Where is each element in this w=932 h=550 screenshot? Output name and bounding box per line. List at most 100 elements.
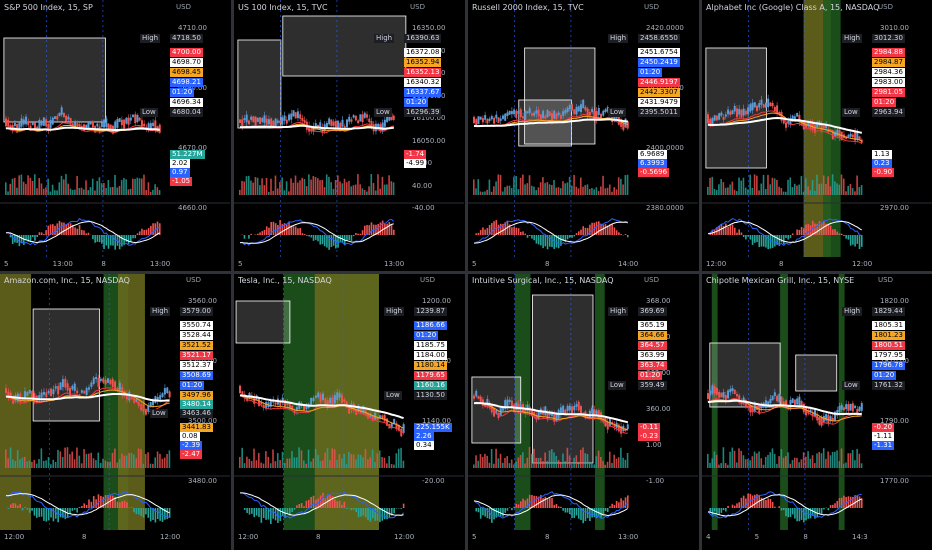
volume-bar (374, 462, 376, 468)
symbol-title[interactable]: Tesla, Inc., 15, NASDAQ (238, 276, 332, 285)
panel-divider-horizontal[interactable] (0, 271, 932, 274)
candle-body (573, 405, 576, 411)
price-axis-tick: 3480.00 (188, 477, 217, 485)
chart-panel[interactable]: Intuitive Surgical, Inc., 15, NASDAQ USD 3… (468, 273, 698, 544)
chart-panel[interactable]: Tesla, Inc., 15, NASDAQUSD1200.001160.00… (234, 273, 464, 544)
macd-histogram-bar (477, 232, 480, 235)
candle-body (377, 123, 380, 129)
symbol-title[interactable]: Intuitive Surgical, Inc., 15, NASDAQ (472, 276, 614, 285)
volume-bar (377, 174, 379, 195)
chart-panel[interactable]: Chipotle Mexican Grill, Inc., 15, NYSE US… (702, 273, 932, 544)
range-box[interactable] (709, 342, 781, 408)
symbol-title[interactable]: Russell 2000 Index, 15, TVC (472, 3, 584, 12)
symbol-title[interactable]: Alphabet Inc (Google) Class A, 15, NASDA… (706, 3, 880, 12)
candle-body (473, 116, 475, 124)
candle-body (295, 407, 298, 411)
range-box[interactable] (532, 294, 594, 464)
price-chart[interactable] (0, 273, 230, 544)
range-box[interactable] (32, 308, 100, 422)
volume-bar (339, 181, 341, 195)
range-box[interactable] (795, 354, 838, 392)
panel-divider-vertical[interactable] (231, 0, 234, 550)
time-axis-label: 12:00 (160, 533, 181, 541)
volume-bar (241, 447, 243, 468)
volume-bar (566, 182, 569, 195)
candle-body (339, 122, 342, 130)
macd-histogram-bar (782, 508, 785, 511)
price-value: -0.5696 (638, 168, 670, 177)
range-box[interactable] (524, 47, 596, 145)
macd-histogram-bar (731, 224, 734, 235)
price-chart[interactable] (234, 273, 464, 544)
macd-histogram-bar (747, 235, 749, 237)
volume-bar (64, 447, 66, 468)
range-box[interactable] (282, 15, 407, 77)
chart-panel[interactable]: US 100 Index, 15, TVCUSD16350.0016250.00… (234, 0, 464, 271)
volume-bar (20, 174, 23, 195)
price-value: 1180.14 (414, 361, 447, 370)
macd-histogram-bar (776, 235, 778, 245)
macd-histogram-bar (787, 508, 790, 518)
panel-divider-vertical[interactable] (699, 0, 702, 550)
volume-bar (486, 189, 488, 195)
candle-body (715, 387, 718, 395)
macd-histogram-bar (626, 235, 629, 238)
candle-body (129, 117, 132, 121)
volume-bar (147, 182, 150, 195)
price-chart[interactable] (702, 0, 932, 271)
volume-bar (85, 180, 87, 195)
volume-bar (87, 190, 90, 195)
price-value: 4698.21 (170, 78, 203, 87)
volume-bar (847, 185, 849, 195)
candle-body (348, 116, 351, 122)
candle-body (742, 108, 745, 116)
candle-body (510, 400, 513, 407)
candle-body (735, 108, 738, 118)
range-box[interactable] (3, 37, 106, 123)
volume-bar (767, 454, 769, 468)
symbol-title[interactable]: S&P 500 Index, 15, SP (4, 3, 93, 12)
volume-bar (851, 450, 854, 468)
volume-bar (62, 179, 65, 195)
macd-histogram-bar (742, 495, 745, 508)
panel-divider-vertical[interactable] (465, 0, 468, 550)
time-axis-label: 14:00 (618, 260, 639, 268)
range-box[interactable] (237, 39, 282, 129)
volume-bar (546, 182, 549, 195)
volume-bar (860, 185, 863, 195)
macd-histogram-bar (517, 504, 520, 508)
candle-body (40, 392, 43, 398)
volume-bar (796, 457, 798, 468)
macd-signal-line (473, 494, 629, 517)
macd-histogram-bar (164, 508, 166, 520)
chart-panel[interactable]: Russell 2000 Index, 15, TVC USD 2420.0000 2… (468, 0, 698, 271)
candle-body (299, 114, 302, 119)
candle-body (593, 110, 596, 120)
volume-bar (753, 451, 756, 468)
symbol-title[interactable]: Amazon.com, Inc., 15, NASDAQ (4, 276, 130, 285)
chart-panel[interactable]: Alphabet Inc (Google) Class A, 15, NASDA… (702, 0, 932, 271)
macd-histogram-bar (83, 230, 85, 235)
macd-histogram-bar (807, 223, 810, 235)
symbol-title[interactable]: Chipotle Mexican Grill, Inc., 15, NYSE (706, 276, 855, 285)
chart-panel[interactable]: Amazon.com, Inc., 15, NASDAQ USD 3560.00 35… (0, 273, 230, 544)
price-chart[interactable] (702, 273, 932, 544)
chart-panel[interactable]: S&P 500 Index, 15, SPUSD4710.004690.0046… (0, 0, 230, 271)
volume-bar (497, 174, 500, 195)
range-box[interactable] (235, 300, 291, 344)
price-value: 1.13 (872, 150, 892, 159)
candle-body (7, 119, 10, 127)
price-axis-tick: 2380.0000 (646, 204, 684, 212)
price-chart[interactable] (468, 273, 698, 544)
price-chart[interactable] (0, 0, 230, 271)
macd-histogram-bar (289, 508, 291, 516)
volume-bar (270, 178, 272, 195)
candle-body (571, 104, 574, 111)
price-chart[interactable] (468, 0, 698, 271)
symbol-title[interactable]: US 100 Index, 15, TVC (238, 3, 328, 12)
price-chart[interactable] (234, 0, 464, 271)
candle-body (506, 112, 509, 117)
macd-histogram-bar (123, 235, 125, 246)
volume-bar (99, 462, 102, 468)
volume-bar (80, 463, 83, 468)
